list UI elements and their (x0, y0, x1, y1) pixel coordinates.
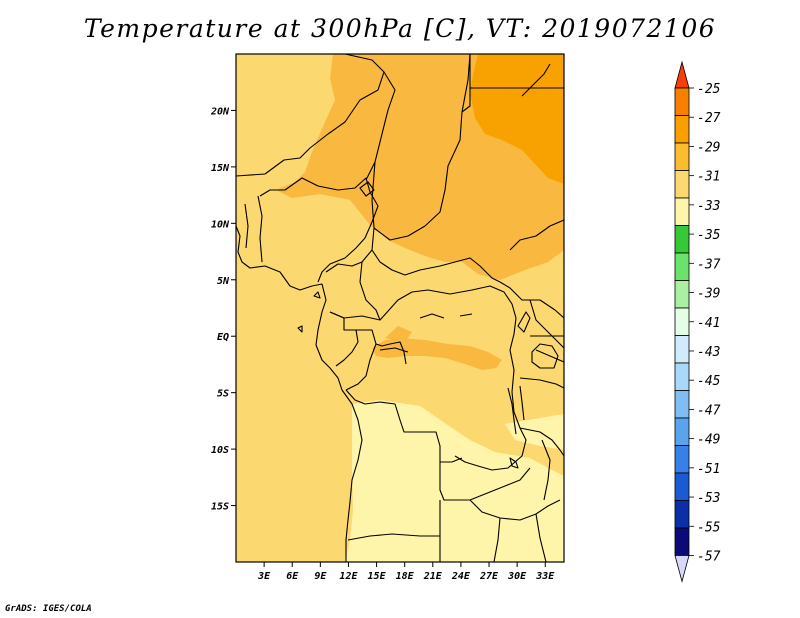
lat-tick-label: 5S (217, 389, 229, 400)
colorbar-swatch (674, 280, 690, 309)
lat-tick-label: 5N (217, 276, 230, 287)
colorbar-swatch (674, 362, 690, 391)
map-frame (235, 53, 565, 563)
lake-mweru (509, 457, 519, 469)
lat-tick-label: EQ (217, 332, 229, 343)
lake-tanganyika (507, 385, 525, 435)
border-tanzania (519, 427, 564, 457)
colorbar-swatch (674, 170, 690, 199)
lon-tick-label: 6E (286, 571, 299, 582)
border-nigeria (259, 177, 379, 283)
lon-tick-label: 3E (257, 571, 271, 582)
border-togo (244, 203, 249, 249)
sao-tome-island (297, 325, 303, 333)
colorbar-swatch (674, 417, 690, 446)
colorbar-label: -29 (697, 140, 720, 155)
border-niger (236, 54, 385, 177)
border-sudan-south (499, 219, 564, 319)
colorbar-label: -25 (697, 82, 721, 97)
colorbar-label: -43 (697, 345, 720, 360)
colorbar: -25 -27 -29 -31 -33 -35 -37 -39 -41 -43 -45 -47 -49 -… (674, 60, 721, 584)
colorbar-label: -41 (697, 316, 720, 331)
border-zimbabwe (493, 513, 547, 562)
colorbar-label: -53 (697, 491, 720, 506)
colorbar-swatch (674, 225, 690, 254)
lat-tick-label: 10S (211, 445, 229, 456)
bioko-island (313, 291, 321, 299)
coastline-west-africa (236, 225, 363, 562)
border-congo (345, 329, 407, 391)
colorbar-swatch (674, 472, 690, 501)
field-warm-equator (372, 338, 502, 370)
border-namibia (347, 500, 441, 562)
country-borders (236, 54, 564, 562)
colorbar-label: -45 (697, 374, 721, 389)
lon-tick-label: 24E (451, 571, 471, 582)
map-title: Temperature at 300hPa [C], VT: 201907210… (83, 14, 717, 43)
colorbar-label: -55 (697, 520, 721, 535)
colorbar-label: -47 (697, 403, 721, 418)
lat-tick-label: 20N (210, 106, 230, 117)
colorbar-label: -33 (697, 199, 720, 214)
colorbar-swatch (674, 390, 690, 419)
lon-tick-label: 15E (368, 571, 387, 582)
red-sea-coast (521, 63, 551, 97)
lon-tick-label: 27E (479, 571, 499, 582)
field-cool-south (345, 400, 564, 562)
field-warmest-ne (470, 54, 564, 184)
border-gabon (329, 311, 359, 367)
lat-tick-label: 15S (211, 502, 229, 513)
field-cool-band (505, 414, 564, 450)
lat-tick-label: 10N (211, 219, 230, 230)
lake-albert (517, 311, 531, 333)
lon-tick-label: 12E (339, 571, 358, 582)
lake-victoria (531, 343, 559, 369)
colorbar-label: -35 (697, 228, 721, 243)
colorbar-label: -57 (697, 550, 721, 565)
lon-tick-label: 21E (423, 571, 443, 582)
colorbar-top-arrow (674, 60, 690, 89)
grads-credit: GrADS: IGES/COLA (5, 604, 92, 614)
lon-tick-label: 33E (535, 571, 555, 582)
colorbar-label: -27 (697, 111, 721, 126)
border-malawi (541, 439, 551, 501)
latitude-ticks: 20N 15N 10N 5N EQ 5S 10S 15S (210, 106, 236, 513)
colorbar-label: -37 (697, 257, 721, 272)
border-libya (461, 54, 471, 113)
colorbar-swatch (674, 87, 690, 116)
river-congo-1 (379, 313, 473, 353)
border-cameroon (325, 249, 381, 321)
colorbar-swatch (674, 115, 690, 144)
border-benin (257, 195, 263, 263)
lake-chad (359, 181, 375, 197)
colorbar-swatch (674, 142, 690, 171)
colorbar-swatch (674, 527, 690, 556)
border-car (371, 227, 501, 283)
border-drc-north (379, 285, 517, 321)
colorbar-label: -49 (697, 433, 720, 448)
lon-tick-label: 9E (314, 571, 327, 582)
colorbar-swatch (674, 197, 690, 226)
border-angola (345, 389, 531, 501)
colorbar-swatch (674, 445, 690, 474)
border-uganda-kenya (519, 299, 564, 389)
lon-tick-label: 18E (396, 571, 415, 582)
colorbar-swatch (674, 500, 690, 529)
temperature-field (236, 54, 564, 562)
border-drc-east (454, 317, 527, 471)
border-zambia-south (469, 499, 561, 521)
colorbar-bottom-arrow (674, 555, 690, 584)
colorbar-label: -51 (697, 462, 720, 477)
colorbar-swatch (674, 335, 690, 364)
colorbar-swatch (674, 252, 690, 281)
field-warm-blob (385, 326, 412, 342)
colorbar-swatch (674, 307, 690, 336)
lon-tick-label: 30E (507, 571, 527, 582)
colorbar-label: -39 (697, 287, 720, 302)
colorbar-label: -31 (697, 170, 720, 185)
longitude-ticks: 3E 6E 9E 12E 15E 18E 21E 24E 27E 30E 33E (257, 562, 555, 582)
lat-tick-label: 15N (211, 163, 230, 174)
